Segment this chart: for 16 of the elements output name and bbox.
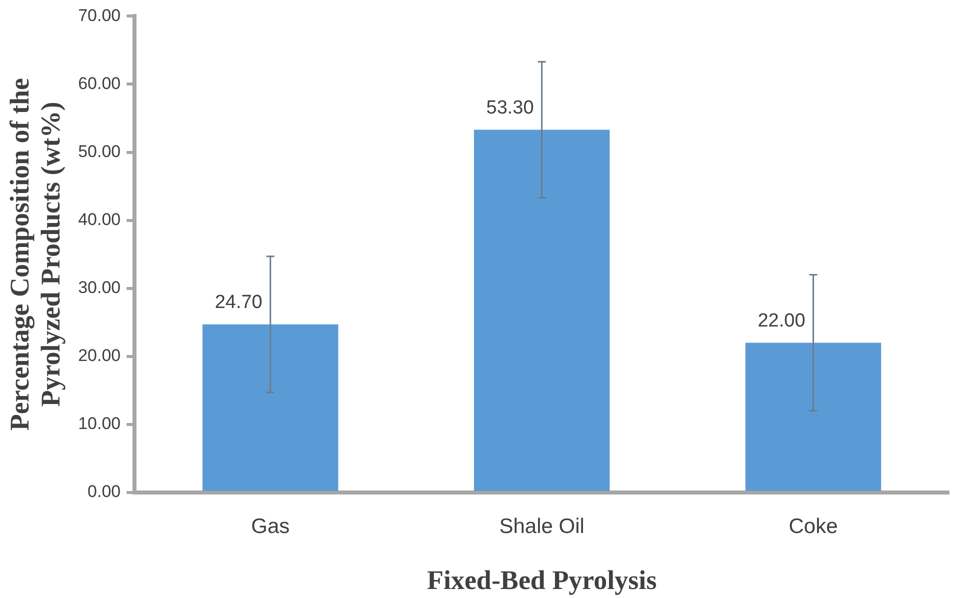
y-tick-label: 50.00: [78, 142, 121, 161]
y-tick-label: 40.00: [78, 210, 121, 229]
data-label: 24.70: [214, 292, 262, 314]
x-axis-title: Fixed-Bed Pyrolysis: [426, 564, 657, 595]
y-tick-label: 0.00: [88, 482, 121, 502]
y-tick-label: 30.00: [78, 278, 121, 297]
y-tick-label: 60.00: [78, 74, 121, 93]
x-tick-label: Shale Oil: [499, 514, 584, 538]
y-tick-label: 10.00: [78, 414, 121, 434]
y-tick-label: 20.00: [78, 346, 121, 366]
data-label: 53.30: [486, 98, 534, 119]
x-tick-label: Gas: [251, 514, 290, 538]
x-tick-label: Coke: [788, 514, 838, 538]
y-tick-label: 70.00: [78, 6, 121, 25]
data-label: 22.00: [758, 310, 806, 332]
y-axis-title: Percentage Composition of the Pyrolyzed Products (wt%): [4, 78, 66, 431]
